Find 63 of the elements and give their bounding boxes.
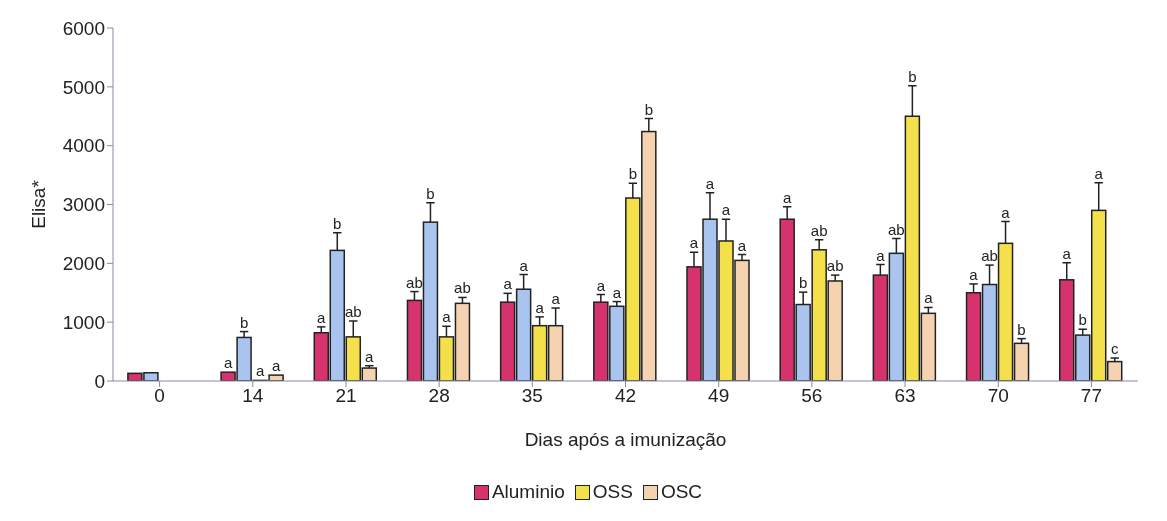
x-tick-label: 77 [1080, 385, 1102, 407]
data-label: b [644, 100, 653, 118]
data-label: a [1062, 244, 1072, 262]
x-tick-label: 63 [894, 385, 916, 407]
legend-label: Aluminio [490, 481, 565, 503]
data-label: a [519, 256, 529, 274]
legend-label: OSS [591, 481, 633, 503]
x-tick-label: 21 [335, 385, 357, 407]
data-label: a [705, 174, 715, 192]
data-label: ab [981, 247, 998, 265]
data-label: a [689, 234, 699, 252]
x-tick-label: 14 [242, 385, 264, 407]
y-tick-label: 1000 [62, 311, 105, 333]
x-tick-label: 28 [428, 385, 450, 407]
data-label: a [535, 298, 545, 316]
x-tick-label: 0 [154, 385, 165, 407]
data-label: a [503, 275, 513, 293]
y-tick-label: 0 [94, 370, 105, 392]
data-label: ab [826, 257, 844, 275]
data-label: a [365, 347, 375, 365]
y-tick-label: 5000 [62, 76, 105, 98]
data-label: b [426, 184, 435, 202]
data-label: a [876, 246, 886, 264]
x-tick-label: 56 [801, 385, 823, 407]
data-label: a [317, 308, 327, 326]
data-label: a [223, 354, 233, 372]
data-label: a [1001, 203, 1011, 221]
data-label: b [239, 313, 249, 331]
data-label: ab [454, 279, 471, 297]
data-label: ab [344, 302, 362, 320]
x-tick-label: 35 [521, 385, 543, 407]
data-label: a [271, 357, 281, 375]
data-label: ab [810, 221, 828, 239]
data-label: c [1110, 340, 1119, 358]
data-label: b [628, 165, 637, 183]
x-tick-label: 70 [987, 385, 1009, 407]
legend-label: OSC [659, 481, 703, 503]
data-label: b [799, 274, 808, 292]
data-label: a [596, 276, 606, 294]
x-axis-title: Dias após a imunização [524, 429, 727, 450]
data-label: a [721, 201, 731, 219]
data-label: a [551, 290, 561, 308]
data-label: a [442, 308, 452, 326]
y-tick-label: 3000 [62, 194, 105, 216]
y-tick-label: 4000 [62, 135, 105, 157]
data-label: b [333, 214, 342, 232]
data-label: a [1094, 164, 1104, 182]
data-label: b [1078, 311, 1087, 329]
data-label: a [783, 188, 793, 206]
data-label: a [737, 236, 747, 254]
data-label: b [908, 67, 917, 85]
data-label: a [612, 283, 622, 301]
data-label: ab [406, 273, 423, 291]
y-tick-label: 2000 [62, 253, 105, 275]
data-label: ab [888, 220, 905, 238]
y-tick-label: 6000 [62, 17, 105, 39]
x-tick-label: 42 [614, 385, 637, 407]
data-label: a [255, 362, 265, 380]
data-label: b [1017, 320, 1026, 338]
data-label: a [969, 265, 979, 283]
data-label: a [924, 289, 934, 307]
x-tick-label: 49 [708, 385, 730, 407]
y-axis-title: Elisa* [27, 179, 49, 229]
